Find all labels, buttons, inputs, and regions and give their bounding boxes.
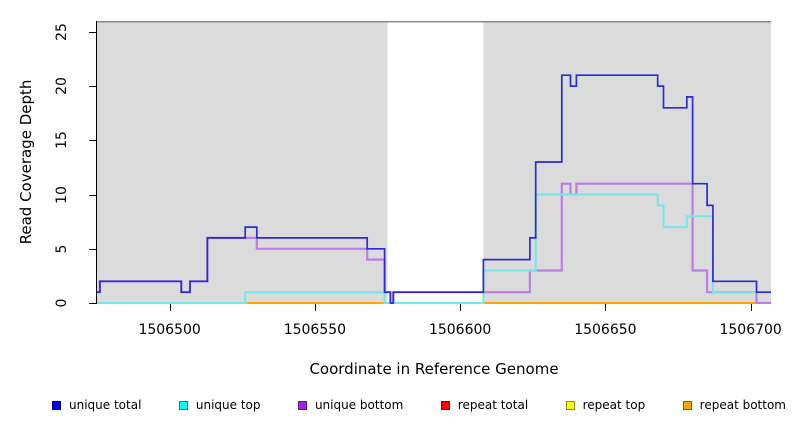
y-tick: [89, 140, 96, 142]
y-tick-label: 15: [54, 131, 70, 150]
highlight-band: [387, 21, 484, 303]
legend-label: repeat total: [457, 398, 529, 412]
y-tick-label: 20: [54, 77, 70, 95]
legend-swatch-icon: [565, 400, 575, 410]
y-tick-label: 0: [54, 298, 70, 308]
legend-item-unique-top: unique top: [178, 398, 261, 412]
x-tick: [460, 304, 462, 311]
y-tick: [89, 86, 96, 88]
legend-swatch-icon: [52, 400, 61, 410]
legend-label: repeat bottom: [699, 398, 786, 412]
legend: unique total unique top unique bottom repea…: [52, 398, 786, 412]
coverage-plot: [97, 21, 771, 304]
series-unique-total: [97, 74, 771, 304]
x-tick: [314, 304, 316, 311]
legend-swatch-icon: [297, 400, 307, 410]
x-tick-label: 1506500: [138, 322, 201, 338]
legend-item-unique-bottom: unique bottom: [297, 398, 404, 412]
y-tick: [89, 31, 96, 33]
legend-item-repeat-bottom: repeat bottom: [682, 398, 786, 412]
y-axis-title: Read Coverage Depth: [17, 79, 35, 245]
legend-item-repeat-total: repeat total: [440, 398, 529, 412]
x-axis-title: Coordinate in Reference Genome: [309, 360, 559, 378]
legend-label: unique total: [69, 398, 142, 412]
legend-item-unique-total: unique total: [52, 398, 141, 412]
y-tick-label: 10: [54, 185, 70, 204]
x-tick-label: 1506700: [719, 322, 782, 338]
series-unique-top: [97, 193, 771, 304]
x-tick: [750, 304, 752, 311]
y-tick: [89, 248, 96, 250]
legend-label: repeat top: [582, 398, 646, 412]
y-tick: [89, 303, 96, 304]
y-tick-label: 5: [54, 244, 70, 254]
legend-label: unique top: [195, 398, 261, 412]
x-tick-label: 1506650: [574, 322, 637, 338]
legend-swatch-icon: [682, 400, 692, 410]
legend-swatch-icon: [178, 400, 188, 410]
x-tick: [605, 304, 607, 311]
y-tick: [89, 194, 96, 196]
x-tick: [169, 304, 171, 311]
x-tick-label: 1506550: [283, 322, 347, 338]
y-tick-label: 25: [54, 22, 70, 41]
legend-label: unique bottom: [314, 398, 404, 412]
legend-swatch-icon: [440, 400, 450, 410]
legend-item-repeat-top: repeat top: [565, 398, 646, 412]
x-tick-label: 1506600: [428, 322, 492, 338]
y-axis-line: [96, 21, 97, 304]
